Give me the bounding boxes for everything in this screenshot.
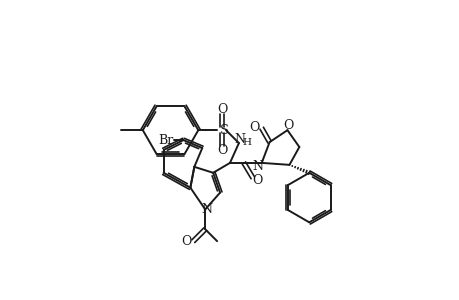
- Text: N: N: [234, 133, 245, 146]
- Text: O: O: [252, 174, 263, 187]
- Text: O: O: [283, 119, 293, 132]
- Text: N: N: [202, 203, 212, 216]
- Text: O: O: [216, 103, 227, 116]
- Text: H: H: [242, 138, 251, 147]
- Text: O: O: [181, 235, 191, 248]
- Text: O: O: [216, 145, 227, 158]
- Text: Br: Br: [157, 134, 173, 147]
- Text: N: N: [252, 160, 263, 173]
- Text: S: S: [219, 124, 228, 137]
- Text: O: O: [249, 121, 259, 134]
